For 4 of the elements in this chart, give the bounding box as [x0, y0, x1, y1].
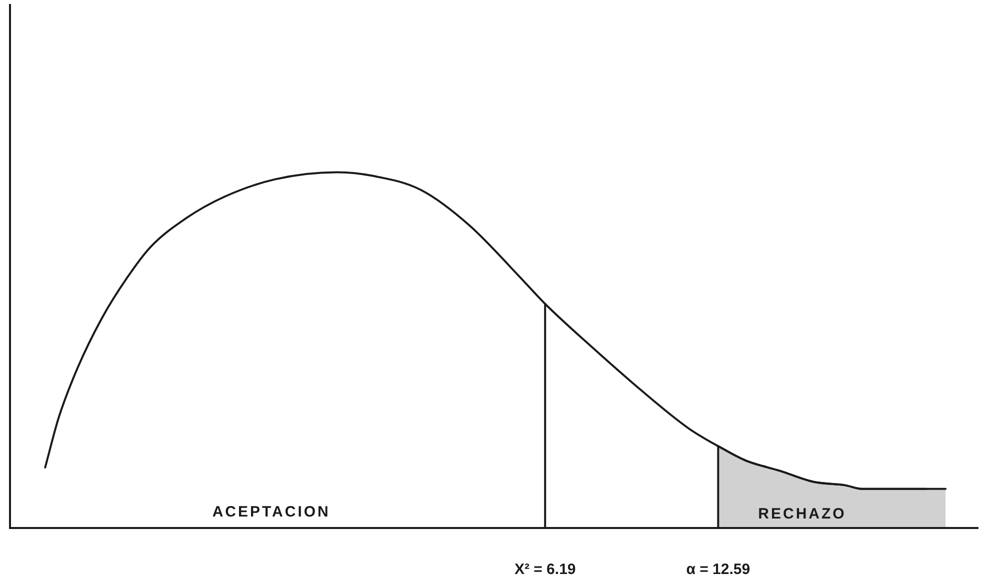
annotation: ACEPTACION [212, 504, 330, 521]
series-label: RECHAZO [758, 506, 846, 523]
x-tick-label: X² = 6.19 [514, 561, 576, 578]
x-tick-label: α = 12.59 [686, 561, 750, 578]
